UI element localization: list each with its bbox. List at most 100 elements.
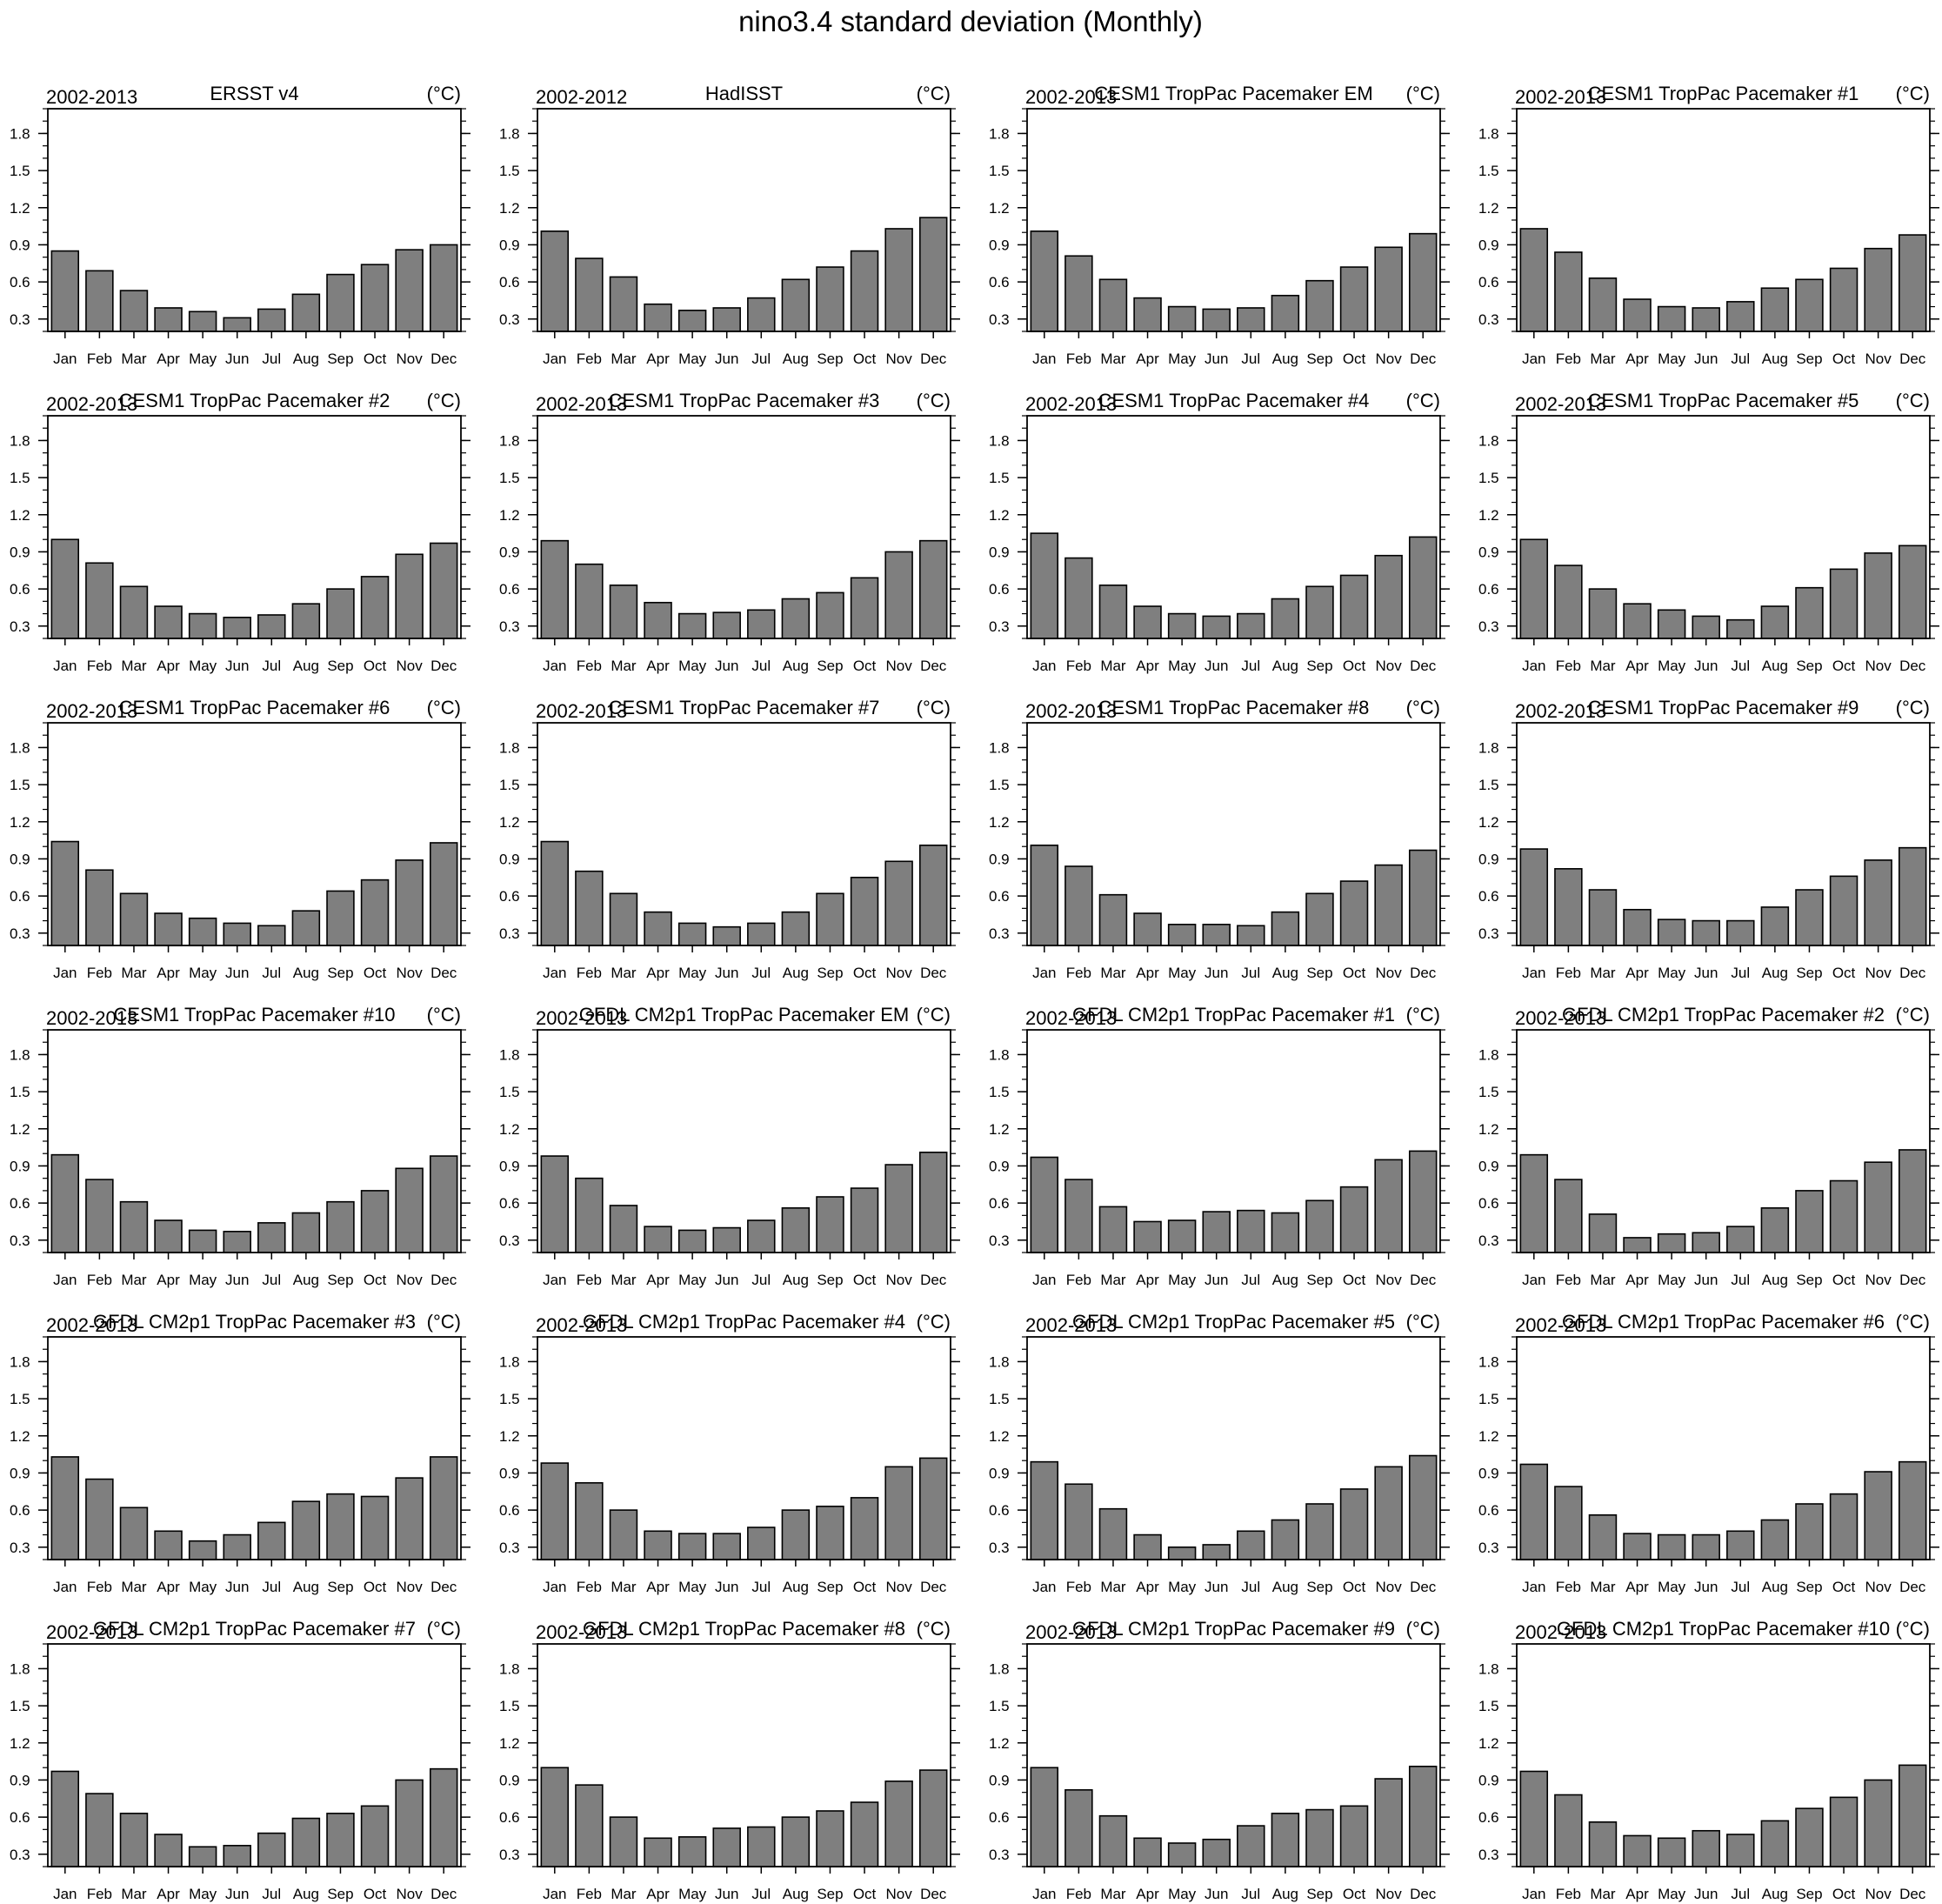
bar xyxy=(1623,1533,1652,1560)
panel-unit-label: (°C) xyxy=(917,390,951,411)
y-tick-label: 0.9 xyxy=(499,851,520,867)
bar xyxy=(1408,1766,1438,1867)
bar xyxy=(644,601,672,639)
x-tick-label: Feb xyxy=(577,1579,602,1595)
bar xyxy=(918,539,948,639)
x-tick-label: Jan xyxy=(543,351,566,367)
x-tick-label: Jan xyxy=(1522,965,1545,981)
bar xyxy=(747,1219,776,1253)
x-tick-label: Dec xyxy=(1899,965,1926,981)
y-tick-label: 1.2 xyxy=(989,814,1010,831)
y-tick-label: 0.3 xyxy=(1478,925,1499,942)
bar xyxy=(1692,1533,1720,1560)
y-tick-label: 1.8 xyxy=(10,1660,30,1677)
y-tick-label: 1.8 xyxy=(989,1046,1010,1063)
panel-title: GFDL CM2p1 TropPac Pacemaker #3 xyxy=(93,1311,416,1333)
bar xyxy=(575,1177,604,1253)
bar xyxy=(291,1212,321,1253)
x-tick-label: Dec xyxy=(1410,965,1437,981)
x-tick-label: Sep xyxy=(817,1886,843,1902)
y-tick-label: 1.8 xyxy=(10,1353,30,1370)
x-tick-label: May xyxy=(189,351,217,367)
panel-title: GFDL CM2p1 TropPac Pacemaker #1 xyxy=(1072,1004,1395,1025)
panel-unit-label: (°C) xyxy=(917,697,951,718)
x-tick-label: Apr xyxy=(646,965,670,981)
bar xyxy=(1098,1814,1128,1867)
x-tick-label: Feb xyxy=(87,1886,112,1902)
x-tick-label: Mar xyxy=(121,965,147,981)
bar xyxy=(1519,1770,1549,1867)
bar xyxy=(781,1816,811,1867)
bar xyxy=(395,1167,424,1253)
x-tick-label: Feb xyxy=(1066,1272,1091,1288)
x-tick-label: May xyxy=(1168,351,1197,367)
x-tick-label: Jan xyxy=(53,965,77,981)
x-tick-label: Apr xyxy=(1136,351,1159,367)
bar xyxy=(1726,301,1755,332)
x-tick-label: Sep xyxy=(1306,965,1332,981)
chart-panel: 0.3 0.6 0.9 1.2 1.5 1.8 Jan Feb Mar Apr May Jun Jul A… xyxy=(989,1311,1450,1595)
x-tick-label: Jun xyxy=(1205,1886,1228,1902)
chart-panel: 0.3 0.6 0.9 1.2 1.5 1.8 Jan Feb Mar Apr May Jun Jul A… xyxy=(989,83,1450,367)
y-tick-label: 1.8 xyxy=(1478,1353,1499,1370)
y-tick-label: 0.6 xyxy=(1478,274,1499,291)
bar xyxy=(1657,305,1686,332)
x-tick-label: Jul xyxy=(751,1886,771,1902)
y-tick-label: 1.5 xyxy=(1478,1391,1499,1407)
bar xyxy=(395,553,424,639)
y-tick-label: 0.9 xyxy=(10,1772,30,1788)
y-tick-label: 1.2 xyxy=(989,1735,1010,1752)
bar xyxy=(1167,612,1197,639)
x-tick-label: Sep xyxy=(1306,1272,1332,1288)
bar xyxy=(1202,615,1231,639)
plot-frame xyxy=(1516,1643,1931,1867)
bar xyxy=(154,912,183,946)
x-tick-label: Aug xyxy=(1272,1886,1298,1902)
x-tick-label: Dec xyxy=(1899,1886,1926,1902)
y-tick-label: 1.5 xyxy=(10,1698,30,1714)
bar xyxy=(1898,1460,1927,1560)
x-tick-label: Apr xyxy=(1625,1886,1649,1902)
bar xyxy=(326,588,355,639)
x-tick-label: Nov xyxy=(1865,1579,1892,1595)
x-tick-label: Feb xyxy=(577,1272,602,1288)
y-tick-label: 0.9 xyxy=(10,1158,30,1174)
y-tick-label: 1.8 xyxy=(1478,1660,1499,1677)
bar xyxy=(1623,1237,1652,1253)
chart-panel: 0.3 0.6 0.9 1.2 1.5 1.8 Jan Feb Mar Apr May Jun Jul A… xyxy=(989,1004,1450,1288)
x-tick-label: Mar xyxy=(1100,1579,1126,1595)
x-tick-label: Feb xyxy=(1066,965,1091,981)
x-tick-label: Aug xyxy=(1762,351,1788,367)
bar xyxy=(85,1478,114,1560)
y-tick-label: 0.3 xyxy=(10,1847,30,1863)
x-tick-label: Nov xyxy=(1376,965,1403,981)
x-tick-label: May xyxy=(189,965,217,981)
y-tick-label: 0.9 xyxy=(1478,1772,1499,1788)
x-tick-label: Sep xyxy=(327,351,353,367)
panel-period-label: 2002-2013 xyxy=(1515,700,1606,722)
bar xyxy=(1519,1153,1549,1253)
bar xyxy=(1588,1213,1618,1253)
y-tick-label: 1.5 xyxy=(989,777,1010,793)
x-tick-label: Sep xyxy=(327,965,353,981)
y-tick-label: 0.6 xyxy=(10,1809,30,1826)
panel-unit-label: (°C) xyxy=(1406,1004,1440,1025)
x-tick-label: Jul xyxy=(262,1579,281,1595)
x-tick-label: Feb xyxy=(577,965,602,981)
x-tick-label: Apr xyxy=(157,1886,180,1902)
bar xyxy=(609,892,638,946)
x-tick-label: Jan xyxy=(1522,658,1545,674)
y-tick-label: 0.3 xyxy=(10,618,30,635)
x-tick-label: Jul xyxy=(1731,658,1750,674)
bar xyxy=(1829,267,1859,332)
x-tick-label: Oct xyxy=(1343,1579,1366,1595)
bar xyxy=(781,278,811,332)
chart-panel: 0.3 0.6 0.9 1.2 1.5 1.8 Jan Feb Mar Apr May Jun Jul A… xyxy=(1478,697,1939,981)
bar xyxy=(677,1533,707,1560)
bar xyxy=(1588,889,1618,946)
x-tick-label: Sep xyxy=(327,1886,353,1902)
bar xyxy=(918,217,948,332)
y-tick-label: 0.6 xyxy=(1478,1809,1499,1826)
plot-frame xyxy=(537,108,951,332)
bar xyxy=(188,612,217,639)
